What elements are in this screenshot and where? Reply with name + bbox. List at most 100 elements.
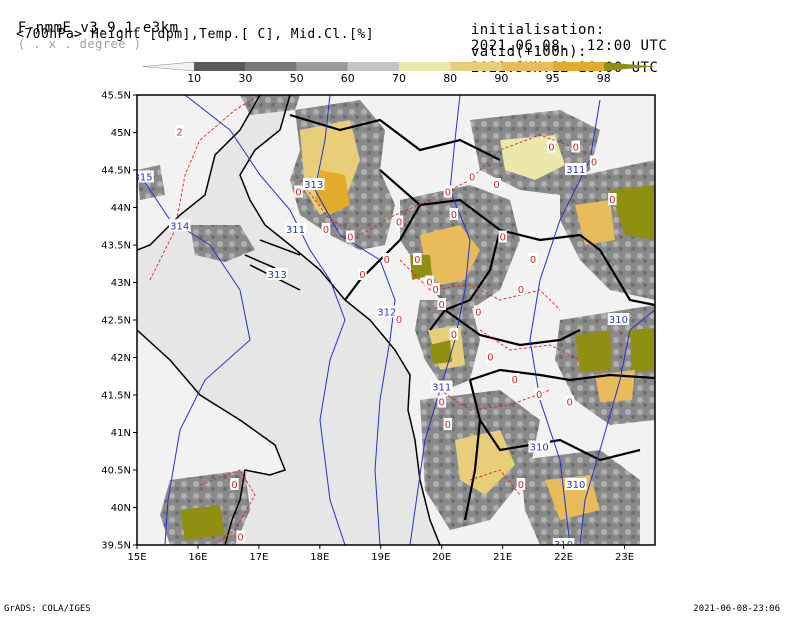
lat-tick-label: 44.5N: [101, 166, 131, 177]
height-contour-label-bg: [607, 313, 630, 325]
longitude-axis: 15E 16E 17E 18E 19E 20E 21E 22E 23E: [127, 545, 634, 563]
height-contour-label: 313: [304, 180, 323, 191]
temperature-contour-label: 0: [439, 398, 445, 409]
lat-tick-label: 40N: [111, 503, 131, 514]
temperature-contour-label: 0: [530, 255, 536, 266]
temperature-contour-label: 0: [445, 420, 451, 431]
colorbar-label: 80: [443, 72, 457, 85]
lat-tick-label: 40.5N: [101, 466, 131, 477]
temperature-contour-label-bg: [547, 140, 556, 153]
lat-tick-label: 39.5N: [101, 541, 131, 552]
temperature-contour-label: 0: [573, 143, 579, 154]
colorbar-swatch: [245, 62, 297, 71]
height-contour-label-bg: [302, 178, 325, 190]
height-contour-label-bg: [284, 223, 307, 235]
temperature-contour-label-bg: [382, 253, 392, 265]
height-contour-label-bg: [266, 268, 288, 280]
temperature-contour-label: 0: [414, 255, 420, 266]
temperature-contours: [149, 95, 581, 545]
lat-tick-label: 44N: [111, 203, 131, 214]
temperature-contour-label-bg: [443, 418, 453, 430]
temperature-contour-label: 0: [536, 390, 542, 401]
lat-tick-label: 42N: [111, 353, 131, 364]
temperature-contour-label-bg: [467, 170, 477, 183]
temperature-contour-label: 0: [432, 285, 438, 296]
lon-tick-label: 20E: [432, 552, 451, 563]
colorbar-swatch: [194, 62, 246, 71]
lat-tick-label: 45.5N: [101, 91, 131, 102]
height-contour-label-bg: [168, 219, 191, 232]
latitude-axis: 45.5N 45N 44.5N 44N 43.5N 43N 42.5N 42N 41.5N 41N…: [101, 91, 137, 552]
temperature-contour-label-bg: [437, 395, 446, 408]
temperature-contour-label-bg: [510, 373, 520, 385]
temperature-contour-label-bg: [413, 253, 422, 265]
height-contour-label: 314: [170, 221, 189, 232]
height-contour-label: 315: [134, 173, 153, 184]
lat-tick-label: 41N: [111, 428, 131, 439]
colorbar-label: 95: [546, 72, 560, 85]
temperature-contour-label: 0: [347, 233, 353, 244]
colorbar-label: 50: [290, 72, 304, 85]
temperature-contour-label: 0: [518, 285, 524, 296]
temperature-contour-label-bg: [534, 388, 544, 400]
colorbar-swatch: [603, 62, 655, 71]
height-contour-label: 311: [432, 383, 451, 394]
height-contour-label: 311: [566, 165, 585, 176]
temperature-contour-label: 0: [548, 143, 554, 154]
height-contour-label-bg: [137, 170, 154, 183]
temperature-contour-label: 0: [591, 158, 597, 169]
temperature-contour-label: 0: [451, 330, 457, 341]
height-contour-label: 310: [609, 315, 628, 326]
colorbar: 10 30 50 60 70 80 90 95 98: [142, 61, 655, 85]
lon-tick-label: 18E: [310, 552, 329, 563]
colorbar-swatch: [450, 62, 502, 71]
temperature-contour-label-bg: [589, 155, 599, 168]
colorbar-label: 30: [238, 72, 252, 85]
init-time: initialisation: 2021.06.08. 12:00 UTC: [453, 6, 667, 54]
init-label: initialisation:: [470, 22, 605, 38]
temperature-contour-label: 0: [451, 210, 457, 221]
temperature-contour-label-bg: [565, 395, 574, 408]
lat-tick-label: 45N: [111, 128, 131, 139]
height-contour-label-bg: [376, 305, 398, 318]
colorbar-label: 60: [341, 72, 355, 85]
temperature-contour-label: 0: [512, 375, 518, 386]
temperature-contour-label-bg: [449, 328, 459, 340]
temperature-contour-label-bg: [394, 215, 404, 228]
temperature-contour-label-bg: [474, 305, 483, 318]
colorbar-swatch: [399, 62, 451, 71]
temperature-contour-label-bg: [498, 230, 507, 243]
temperature-contour-label: 0: [499, 233, 505, 244]
lat-tick-label: 42.5N: [101, 316, 131, 327]
colorbar-label: 90: [494, 72, 508, 85]
temperature-contour-label-bg: [516, 283, 526, 295]
temperature-contour-label: 0: [295, 188, 301, 199]
temperature-contour-label: 0: [426, 278, 432, 289]
temperature-contour-label: 0: [384, 255, 390, 266]
height-contour-label: 310: [530, 443, 549, 454]
temperature-contour-label: 0: [237, 533, 243, 544]
temperature-contour-label-bg: [346, 230, 355, 243]
temperature-contour-label: 0: [439, 300, 445, 311]
lat-tick-label: 41.5N: [101, 391, 131, 402]
colorbar-swatch: [142, 61, 195, 72]
lon-tick-label: 21E: [493, 552, 512, 563]
temperature-contour-label-bg: [358, 268, 367, 280]
height-contour-label: 312: [377, 308, 396, 319]
temperature-contour-label-bg: [230, 478, 239, 490]
colorbar-label: 70: [392, 72, 406, 85]
lon-tick-label: 16E: [188, 552, 207, 563]
colorbar-swatch: [501, 62, 553, 71]
height-contour-label-bg: [565, 163, 587, 175]
height-contour-label: 311: [286, 225, 305, 236]
temperature-contour-label: 0: [231, 480, 237, 491]
temperature-contour-label-bg: [294, 185, 303, 198]
height-contour-label: 310: [554, 540, 573, 551]
temperature-contour-label-bg: [486, 350, 495, 363]
temperature-contour-label-bg: [608, 193, 617, 205]
temperature-contour-label-bg: [571, 140, 581, 153]
height-contour-label-bg: [430, 380, 453, 393]
temperature-contour-label-bg: [321, 223, 331, 235]
lon-tick-label: 17E: [249, 552, 268, 563]
